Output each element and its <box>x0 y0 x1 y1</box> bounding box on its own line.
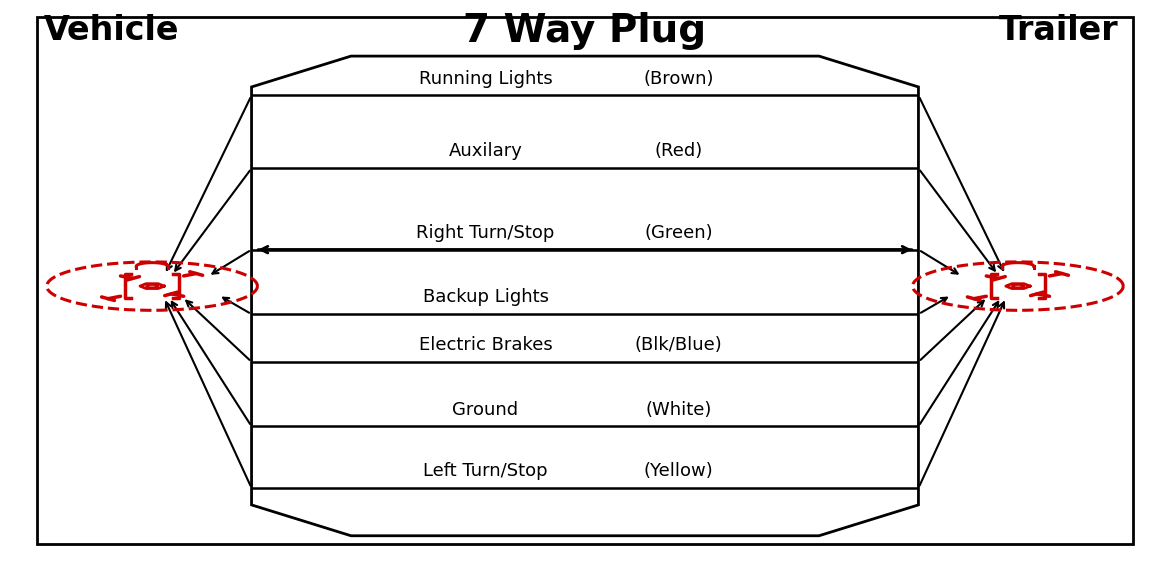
Text: Backup Lights: Backup Lights <box>422 288 549 306</box>
Text: (Blk/Blue): (Blk/Blue) <box>634 336 722 354</box>
Text: Running Lights: Running Lights <box>419 70 552 88</box>
Text: Vehicle: Vehicle <box>43 15 179 47</box>
Text: 7 Way Plug: 7 Way Plug <box>463 12 707 50</box>
Text: (Red): (Red) <box>654 142 703 160</box>
Text: Trailer: Trailer <box>999 15 1119 47</box>
Text: Electric Brakes: Electric Brakes <box>419 336 552 354</box>
Text: (White): (White) <box>646 401 711 419</box>
Text: Left Turn/Stop: Left Turn/Stop <box>424 462 548 480</box>
Text: Right Turn/Stop: Right Turn/Stop <box>417 224 555 242</box>
Text: (Yellow): (Yellow) <box>644 462 714 480</box>
Text: Auxilary: Auxilary <box>448 142 523 160</box>
Text: (Brown): (Brown) <box>644 70 714 88</box>
Text: (Green): (Green) <box>645 224 713 242</box>
Text: Ground: Ground <box>453 401 518 419</box>
